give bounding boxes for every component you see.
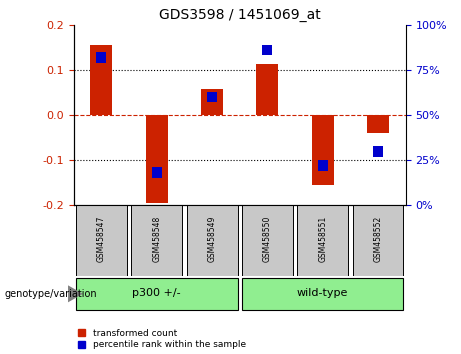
Bar bbox=[207, 92, 217, 102]
Bar bbox=[146, 115, 168, 203]
Text: wild-type: wild-type bbox=[297, 288, 349, 298]
Bar bbox=[367, 115, 389, 133]
Bar bbox=[242, 278, 403, 310]
Bar bbox=[373, 146, 383, 156]
Text: GSM458551: GSM458551 bbox=[318, 216, 327, 262]
Bar bbox=[262, 45, 272, 56]
Polygon shape bbox=[68, 285, 83, 302]
Bar bbox=[242, 205, 293, 276]
Text: GSM458548: GSM458548 bbox=[152, 216, 161, 262]
Text: p300 +/-: p300 +/- bbox=[132, 288, 181, 298]
Bar bbox=[187, 205, 237, 276]
Bar bbox=[90, 45, 112, 115]
Bar bbox=[256, 64, 278, 115]
Title: GDS3598 / 1451069_at: GDS3598 / 1451069_at bbox=[159, 8, 320, 22]
Bar bbox=[297, 205, 348, 276]
Bar bbox=[96, 52, 106, 63]
Bar bbox=[353, 205, 403, 276]
Text: GSM458550: GSM458550 bbox=[263, 216, 272, 263]
Legend: transformed count, percentile rank within the sample: transformed count, percentile rank withi… bbox=[78, 329, 246, 349]
Bar bbox=[201, 89, 223, 115]
Bar bbox=[76, 205, 127, 276]
Text: GSM458547: GSM458547 bbox=[97, 216, 106, 263]
Bar bbox=[312, 115, 334, 185]
Text: GSM458549: GSM458549 bbox=[207, 216, 217, 263]
Text: genotype/variation: genotype/variation bbox=[5, 289, 97, 299]
Bar bbox=[131, 205, 182, 276]
Bar bbox=[318, 160, 328, 171]
Bar bbox=[76, 278, 237, 310]
Text: GSM458552: GSM458552 bbox=[373, 216, 383, 262]
Bar bbox=[152, 167, 162, 178]
